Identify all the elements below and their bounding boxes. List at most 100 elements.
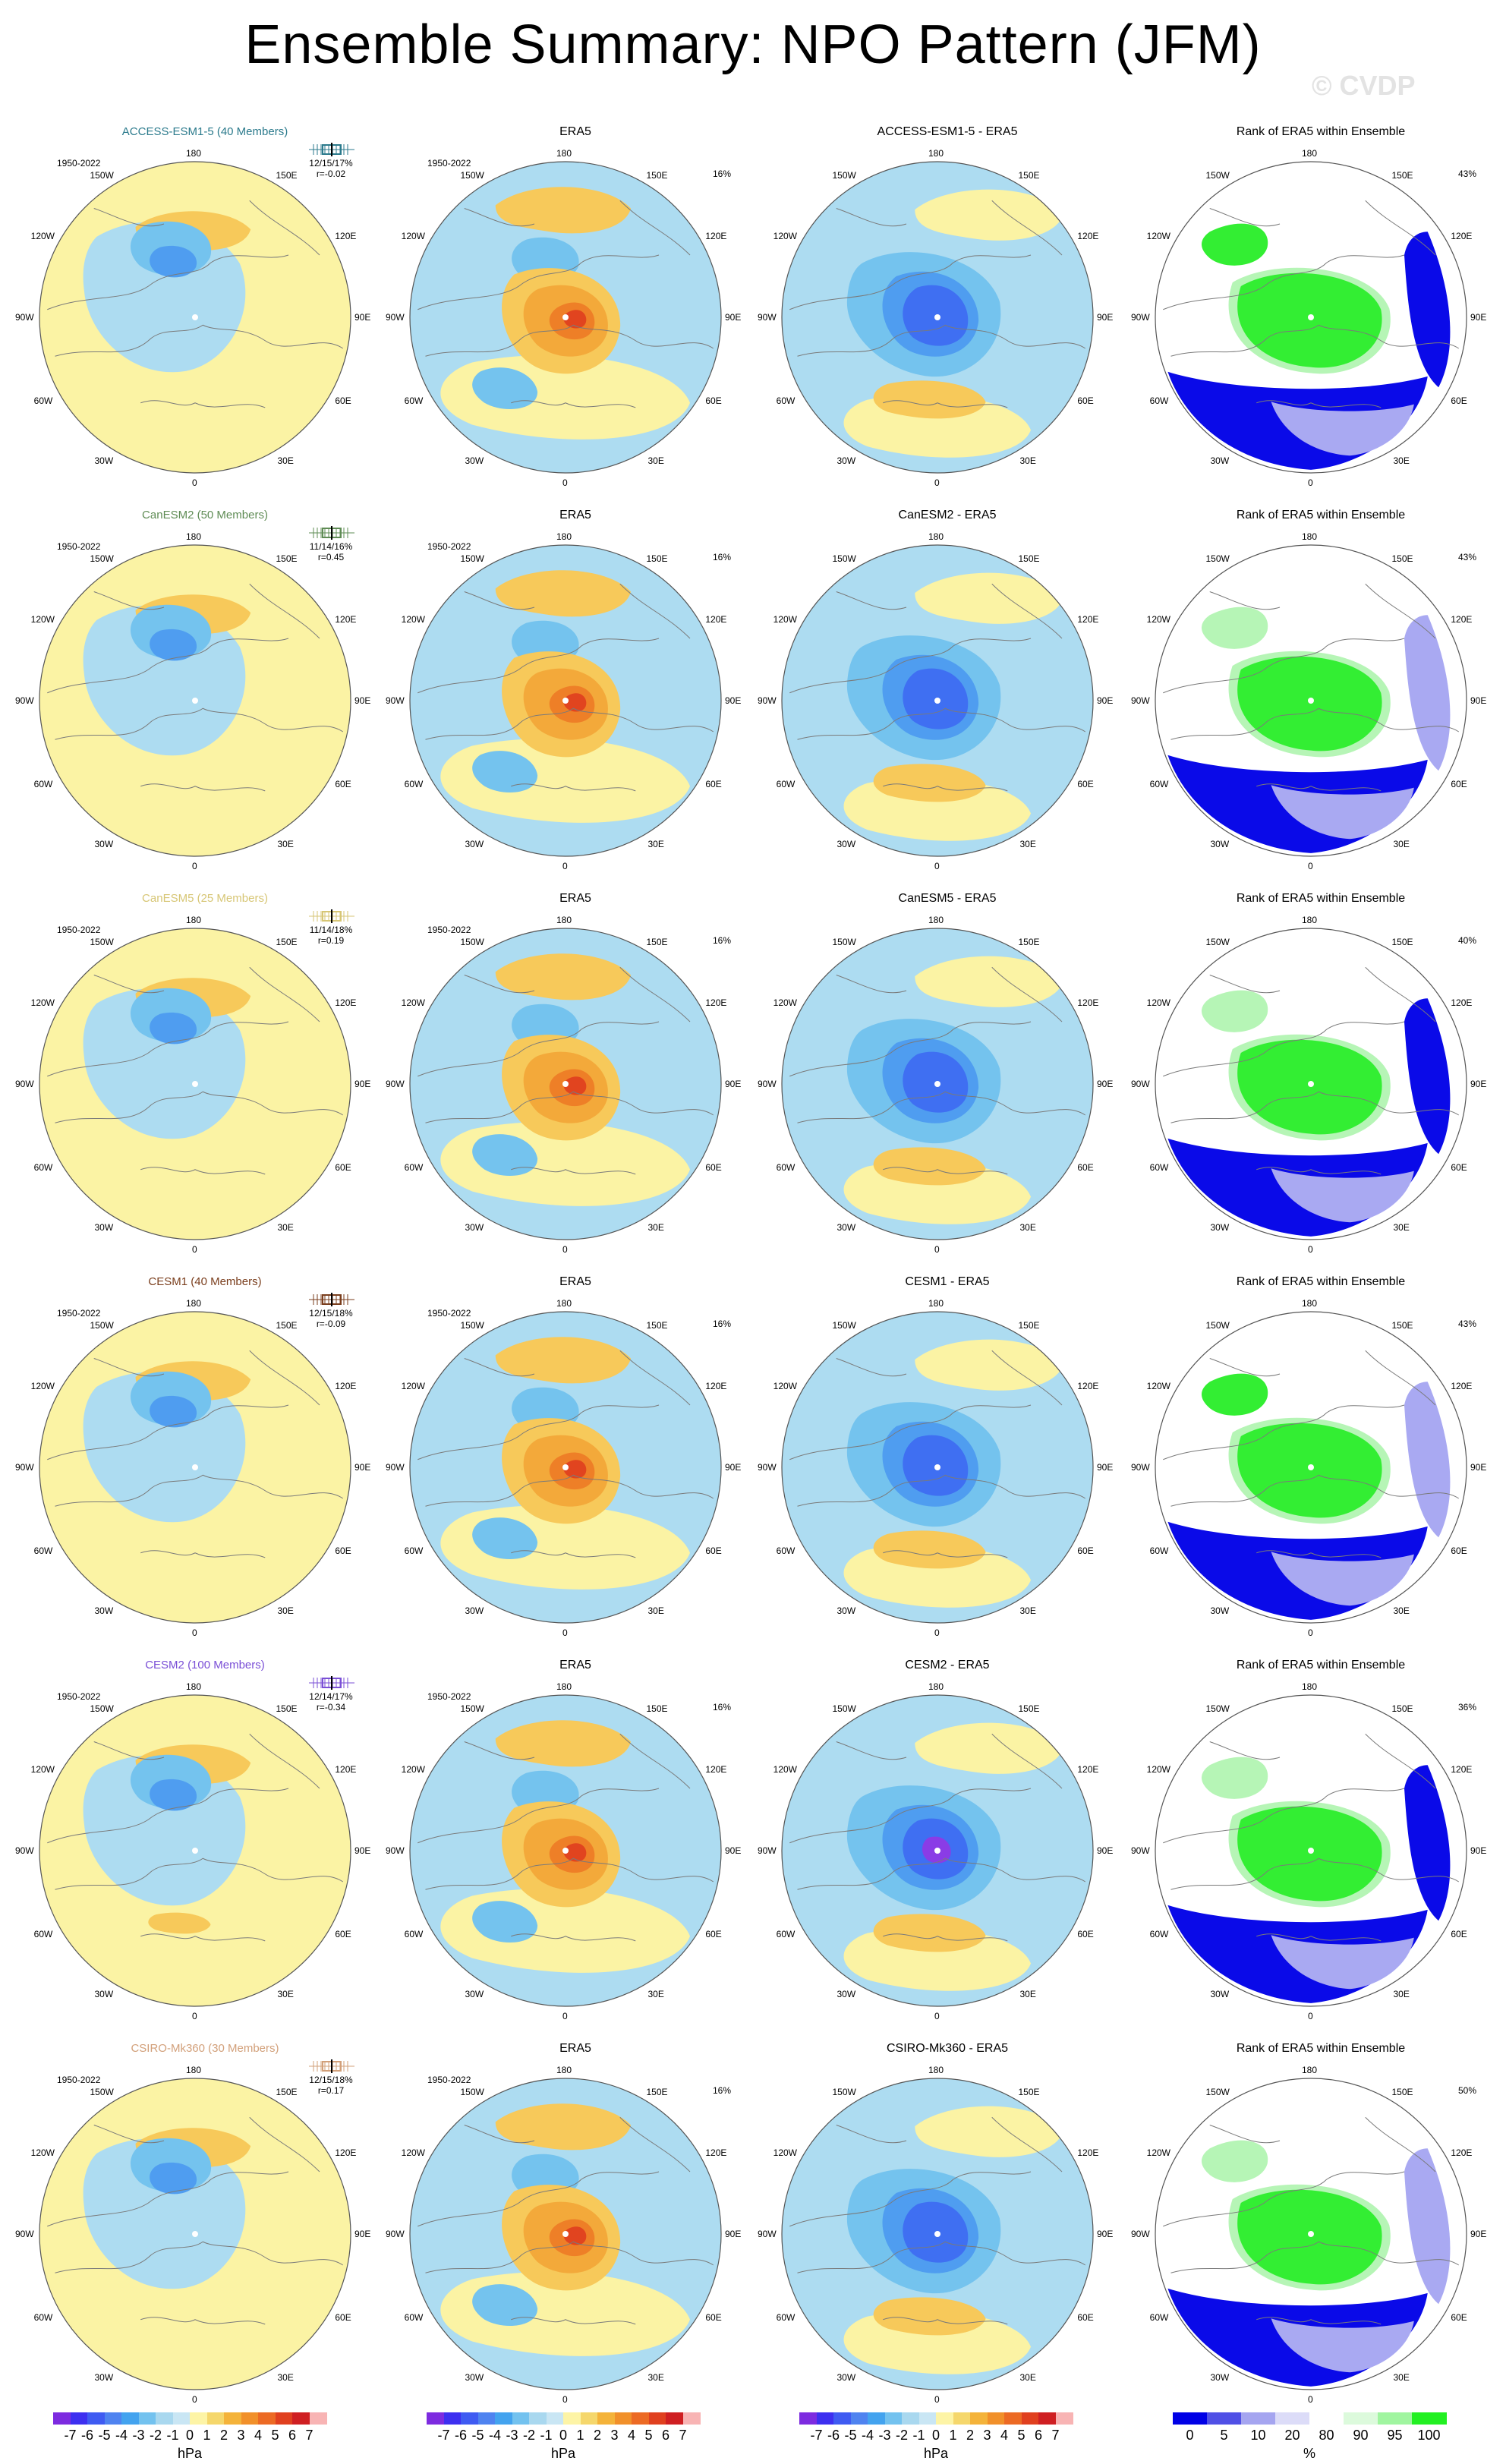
model-map-panel: CESM2 (100 Members) 1950-2022 12/14/17% r=-…: [15, 1647, 391, 2031]
colorbar-tick: 0: [185, 2428, 194, 2443]
rank-map-panel: Rank of ERA5 within Ensemble 43% 180 0 90W 90…: [1131, 1264, 1506, 1647]
obs-panel-title: ERA5: [559, 509, 591, 521]
lon-label-bottom: 0: [562, 861, 568, 871]
ensemble-boxplot: [309, 2059, 354, 2073]
obs-map-panel: ERA5 1950-2022 16% 180 0 90W 90E 150W 120W 150E 12…: [386, 2031, 761, 2414]
obs-polar-map: [409, 1694, 722, 2007]
lon-label-lower-right-1: 60E: [705, 2311, 722, 2323]
stats-percent: 11/14/18%: [309, 925, 353, 935]
lon-label-right: 90E: [354, 1845, 371, 1856]
lon-label-lower-left-2: 30W: [94, 1989, 114, 2000]
lon-label-lower-left-2: 30W: [465, 455, 484, 467]
rank-polar-map: [1155, 2078, 1467, 2390]
lon-label-upper-right-1: 150E: [1391, 553, 1413, 564]
model-panel-title: CanESM2 (50 Members): [142, 509, 268, 521]
model-polar-map: [39, 1311, 351, 1624]
difference-panel-title: CSIRO-Mk360 - ERA5: [886, 2042, 1009, 2055]
lon-label-lower-left-2: 30W: [1210, 455, 1230, 467]
colorbar-swatch: [121, 2412, 139, 2425]
lon-label-upper-left-2: 120W: [773, 1380, 797, 1391]
colorbar-swatch: [495, 2412, 512, 2425]
diff-polar-map: [781, 2078, 1094, 2390]
colorbar-tick: 4: [254, 2428, 263, 2443]
lon-label-lower-right-1: 60E: [335, 395, 351, 406]
colorbar-swatch: [1207, 2412, 1242, 2425]
lon-label-upper-left-1: 150W: [1205, 2086, 1230, 2097]
lon-label-top: 180: [928, 915, 944, 925]
period-label: 1950-2022: [427, 1691, 471, 1702]
lon-label-right: 90E: [1097, 1845, 1114, 1856]
lon-label-upper-left-1: 150W: [460, 2086, 484, 2097]
period-label: 1950-2022: [57, 541, 101, 552]
colorbar-swatch: [104, 2412, 122, 2425]
colorbar-swatch: [799, 2412, 817, 2425]
variance-percent: 16%: [713, 169, 732, 179]
lon-label-upper-left-1: 150W: [460, 1319, 484, 1331]
colorbar-swatch: [1021, 2412, 1039, 2425]
ensemble-stats: 12/15/18% r=0.17: [304, 2075, 358, 2096]
lon-label-lower-right-1: 60E: [705, 395, 722, 406]
stats-correlation: r=-0.02: [316, 169, 346, 179]
lon-label-upper-right-2: 120E: [705, 613, 727, 625]
panel-row: CESM2 (100 Members) 1950-2022 12/14/17% r=-…: [0, 1647, 1506, 2031]
diff-map-panel: CESM2 - ERA5 180 0 90W 90E 150W 120W 150E 120E 60…: [758, 1647, 1133, 2031]
lon-label-lower-left-1: 60W: [1149, 1545, 1169, 1556]
colorbar-swatch: [190, 2412, 207, 2425]
stats-correlation: r=-0.09: [316, 1319, 346, 1329]
model-polar-map: [39, 544, 351, 857]
lon-label-upper-left-2: 120W: [30, 997, 55, 1008]
lon-label-top: 180: [1302, 148, 1318, 159]
lon-label-upper-left-2: 120W: [773, 230, 797, 241]
colorbar-swatch: [918, 2412, 937, 2425]
lon-label-lower-left-2: 30W: [1210, 1605, 1230, 1617]
lon-label-right: 90E: [1097, 312, 1114, 323]
stats-correlation: r=0.19: [317, 935, 345, 946]
colorbar-unit: hPa: [550, 2446, 576, 2461]
colorbar-tick: -7: [437, 2428, 450, 2443]
lon-label-upper-right-2: 120E: [1451, 1763, 1473, 1775]
lon-label-bottom: 0: [192, 861, 197, 871]
lon-label-lower-left-2: 30W: [836, 2372, 856, 2384]
lon-label-upper-left-1: 150W: [832, 1703, 856, 1714]
lon-label-top: 180: [186, 531, 202, 542]
lon-label-lower-right-1: 60E: [1077, 395, 1094, 406]
lon-label-top: 180: [1302, 531, 1318, 542]
diff-polar-map: [781, 544, 1094, 857]
rank-percent: 36%: [1458, 1702, 1477, 1713]
lon-label-upper-right-1: 150E: [1391, 2086, 1413, 2097]
lon-label-right: 90E: [1470, 1079, 1487, 1089]
lon-label-lower-left-1: 60W: [776, 1928, 796, 1939]
lon-label-upper-left-2: 120W: [1146, 230, 1170, 241]
period-label: 1950-2022: [57, 158, 101, 169]
lon-label-lower-right-2: 30E: [1019, 455, 1036, 467]
lon-label-upper-left-2: 120W: [401, 613, 425, 625]
lon-label-upper-right-2: 120E: [1077, 1380, 1099, 1391]
map-layers: [782, 1312, 1093, 1623]
lon-label-right: 90E: [1470, 1845, 1487, 1856]
map-layers: [410, 1312, 721, 1623]
lon-label-lower-left-2: 30W: [836, 1989, 856, 2000]
lon-label-upper-right-1: 150E: [1391, 936, 1413, 947]
lon-label-left: 90W: [386, 1462, 405, 1473]
colorbar-swatch: [1275, 2412, 1310, 2425]
colorbar-swatch: [648, 2412, 666, 2425]
colorbar-swatch: [70, 2412, 88, 2425]
colorbar-tick: -3: [132, 2428, 145, 2443]
lon-label-left: 90W: [386, 2229, 405, 2239]
lon-label-lower-left-1: 60W: [776, 395, 796, 406]
lon-label-left: 90W: [15, 695, 34, 706]
stats-percent: 11/14/16%: [309, 541, 353, 552]
lon-label-upper-right-1: 150E: [646, 2086, 668, 2097]
obs-map-panel: ERA5 1950-2022 16% 180 0 90W 90E 150W 120W 150E 12…: [386, 1647, 761, 2031]
lon-label-lower-right-2: 30E: [277, 1989, 294, 2000]
lon-label-left: 90W: [1131, 312, 1150, 323]
panel-row: CanESM2 (50 Members) 1950-2022 11/14/16% r=…: [0, 497, 1506, 881]
obs-polar-map: [409, 544, 722, 857]
rank-polar-map: [1155, 1311, 1467, 1624]
lon-label-lower-left-1: 60W: [776, 1161, 796, 1173]
lon-label-right: 90E: [725, 695, 742, 706]
lon-label-lower-right-2: 30E: [647, 455, 664, 467]
lon-label-top: 180: [928, 1298, 944, 1309]
colorbar-swatch: [138, 2412, 156, 2425]
lon-label-lower-right-2: 30E: [277, 455, 294, 467]
